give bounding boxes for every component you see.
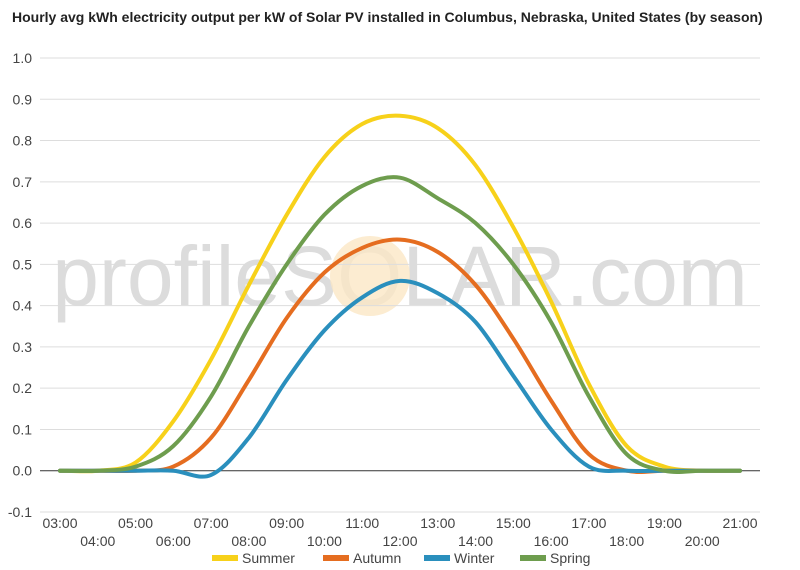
- y-tick-label: 0.6: [13, 215, 33, 231]
- x-tick-label: 05:00: [118, 515, 153, 531]
- y-tick-label: 0.3: [13, 339, 33, 355]
- legend-swatch-autumn: [323, 555, 349, 561]
- y-tick-label: 0.4: [13, 298, 33, 314]
- y-tick-label: 0.1: [13, 421, 33, 437]
- x-tick-label: 19:00: [647, 515, 682, 531]
- x-tick-label: 11:00: [345, 515, 379, 531]
- x-tick-label: 13:00: [420, 515, 455, 531]
- y-tick-label: 1.0: [13, 50, 33, 66]
- legend-label-winter: Winter: [454, 550, 495, 566]
- x-tick-label: 14:00: [458, 533, 493, 549]
- legend-swatch-spring: [520, 555, 546, 561]
- x-tick-label: 20:00: [685, 533, 720, 549]
- x-tick-label: 18:00: [609, 533, 644, 549]
- x-tick-label: 08:00: [231, 533, 266, 549]
- legend-label-summer: Summer: [242, 550, 295, 566]
- y-tick-label: 0.2: [13, 380, 33, 396]
- y-tick-label: 0.8: [13, 133, 33, 149]
- x-tick-label: 09:00: [269, 515, 304, 531]
- legend-swatch-winter: [424, 555, 450, 561]
- legend-label-spring: Spring: [550, 550, 590, 566]
- y-tick-label: 0.5: [13, 256, 33, 272]
- series-line-spring: [58, 175, 742, 474]
- x-tick-label: 15:00: [496, 515, 531, 531]
- chart-title: Hourly avg kWh electricity output per kW…: [12, 9, 763, 25]
- y-tick-label: 0.9: [13, 91, 33, 107]
- y-tick-label: 0.0: [13, 463, 33, 479]
- y-tick-label: 0.7: [13, 174, 33, 190]
- x-tick-label: 17:00: [571, 515, 606, 531]
- legend-label-autumn: Autumn: [353, 550, 401, 566]
- x-tick-label: 06:00: [156, 533, 191, 549]
- x-tick-label: 04:00: [80, 533, 115, 549]
- x-tick-label: 03:00: [42, 515, 77, 531]
- x-tick-label: 16:00: [534, 533, 569, 549]
- x-tick-label: 21:00: [722, 515, 757, 531]
- series-line-summer: [58, 113, 742, 474]
- x-tick-label: 10:00: [307, 533, 342, 549]
- watermark-sun-icon: [330, 236, 410, 316]
- legend-swatch-summer: [212, 555, 238, 561]
- series-line-winter: [58, 278, 742, 479]
- y-tick-label: -0.1: [8, 504, 32, 520]
- x-tick-label: 07:00: [194, 515, 229, 531]
- x-tick-label: 12:00: [382, 533, 417, 549]
